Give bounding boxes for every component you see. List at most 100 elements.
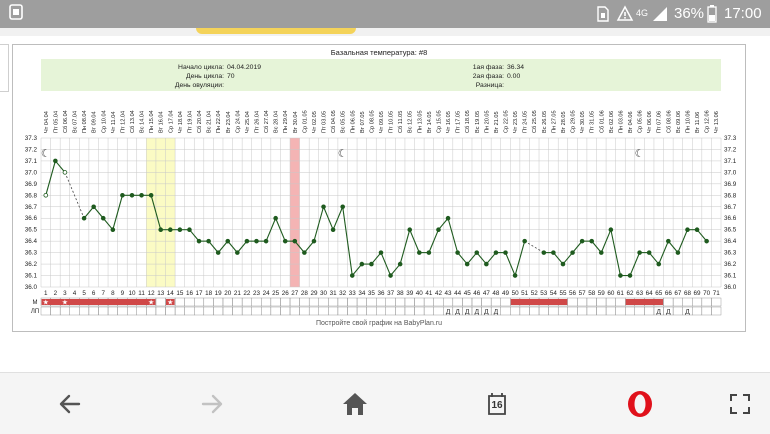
series-segment — [93, 206, 104, 219]
series-segment — [380, 252, 392, 276]
day-number: 33 — [349, 290, 357, 297]
date-label: Чт 02.05 — [312, 111, 318, 133]
menses-cell — [366, 297, 377, 307]
series-segment — [217, 240, 229, 253]
date-label: Сб 04.05 — [331, 110, 337, 133]
row-label-m: М — [33, 300, 38, 306]
fullscreen-button[interactable] — [712, 373, 768, 434]
data-point — [359, 261, 365, 267]
forward-button[interactable] — [182, 373, 242, 434]
data-point — [598, 250, 604, 255]
data-point — [378, 250, 384, 255]
yellow-highlight-column — [165, 138, 176, 287]
data-point — [417, 250, 422, 255]
lp-cell — [586, 306, 597, 316]
day-number: 46 — [473, 290, 481, 297]
series-segment — [399, 229, 411, 265]
y-tick-label-right: 36.0 — [724, 284, 737, 291]
day-number: 38 — [397, 290, 405, 297]
data-point — [120, 193, 125, 198]
network-type: 4G — [636, 8, 649, 18]
fullscreen-icon — [730, 393, 750, 414]
date-label: Вт 21.05 — [494, 111, 500, 133]
data-point — [397, 261, 403, 267]
date-label: Пн 15.04 — [149, 110, 155, 133]
menses-cell — [500, 297, 511, 307]
lp-cell — [634, 306, 645, 316]
status-bar: 4G 36% 17:00 — [0, 0, 770, 28]
date-label: Ср 17.04 — [168, 110, 174, 133]
menses-cell — [318, 297, 329, 307]
data-point — [646, 250, 652, 255]
lp-cell — [557, 306, 568, 316]
data-point — [407, 227, 413, 232]
data-point — [43, 193, 49, 198]
y-tick-label-left: 37.2 — [25, 146, 38, 153]
data-point — [522, 238, 527, 244]
menses-cell — [452, 297, 463, 307]
day-number: 43 — [445, 290, 453, 297]
series-segment — [409, 229, 420, 253]
menses-cell — [376, 297, 386, 307]
info-value: 0.00 — [507, 73, 520, 80]
data-point — [158, 227, 164, 232]
battery-icon — [707, 5, 717, 28]
back-button[interactable] — [40, 373, 100, 434]
y-tick-label-right: 37.3 — [724, 135, 737, 142]
data-point — [235, 250, 240, 255]
series-segment — [562, 252, 573, 265]
data-point — [666, 238, 671, 244]
series-segment — [371, 252, 382, 265]
date-label: Чт 04.04 — [44, 111, 50, 133]
star-marker: ★ — [186, 299, 192, 307]
lp-cell — [529, 306, 540, 316]
data-point — [53, 158, 58, 164]
day-number: 47 — [483, 290, 491, 297]
data-point — [388, 273, 393, 278]
lp-cell — [500, 306, 511, 316]
menses-cell — [203, 297, 214, 307]
lp-cell — [213, 306, 224, 316]
lp-cell — [692, 306, 703, 316]
lp-d-marker: Д — [657, 309, 662, 316]
bbt-chart: Базальная температура: #8 Начало цикла: 0… — [25, 48, 737, 327]
y-tick-label-left: 36.7 — [25, 204, 38, 211]
date-label: Сб 20.04 — [197, 110, 203, 133]
menses-cell — [232, 297, 243, 307]
series-segment — [572, 240, 583, 253]
tabs-button[interactable]: 16 — [467, 373, 527, 434]
date-label: Пн 20.05 — [484, 110, 490, 133]
lp-cell — [605, 306, 616, 316]
y-tick-label-left: 37.0 — [25, 169, 38, 176]
lp-cell — [270, 306, 281, 316]
series-segment — [600, 229, 612, 253]
data-point — [110, 227, 116, 232]
date-label: Ср 01.05 — [302, 110, 308, 133]
lp-cell — [136, 306, 147, 316]
series-segment — [438, 217, 449, 231]
lp-cell — [146, 306, 157, 316]
info-label: День цикла: — [186, 73, 224, 80]
day-number: 11 — [138, 290, 145, 297]
info-label: Начало цикла: — [178, 64, 224, 71]
date-label: Ср 08.05 — [369, 110, 375, 133]
home-button[interactable] — [325, 373, 385, 434]
day-number: 60 — [607, 290, 615, 297]
info-value: 36.34 — [507, 64, 524, 71]
menses-cell — [155, 297, 166, 307]
day-number: 19 — [215, 290, 223, 297]
y-tick-label-right: 37.2 — [724, 146, 737, 153]
day-number: 29 — [310, 290, 318, 297]
date-label: Вт 30.04 — [293, 111, 299, 133]
series-segment — [476, 252, 487, 265]
day-number: 54 — [550, 290, 558, 297]
series-segment — [447, 218, 459, 253]
date-label: Чт 13.06 — [714, 111, 720, 133]
lp-cell — [701, 306, 712, 316]
opera-menu-button[interactable] — [610, 373, 670, 434]
date-label: Вс 26.05 — [542, 111, 548, 133]
series-segment — [485, 252, 497, 265]
lp-cell — [672, 306, 683, 316]
browser-tab-strip — [0, 28, 770, 36]
active-tab-indicator[interactable] — [196, 28, 356, 34]
